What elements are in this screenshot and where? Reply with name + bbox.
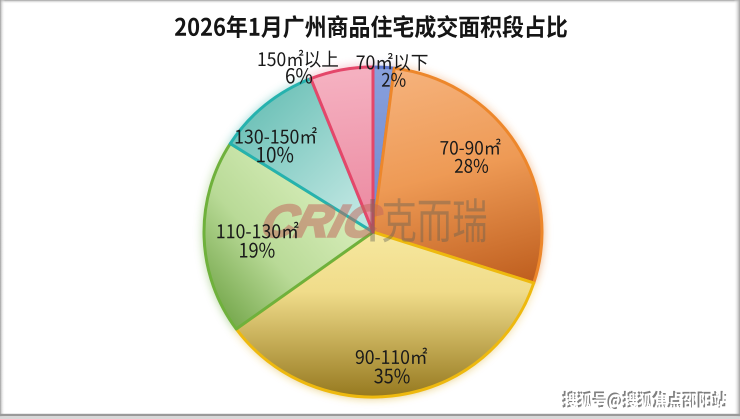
- svg-text:CRIC: CRIC: [256, 195, 387, 246]
